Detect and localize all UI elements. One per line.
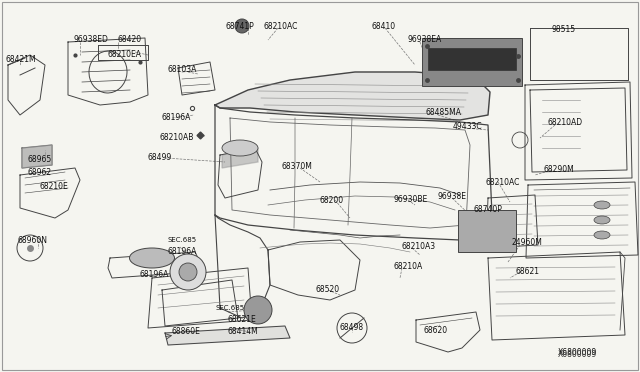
Text: 68741P: 68741P <box>226 22 255 31</box>
Text: 68210E: 68210E <box>40 182 68 191</box>
Text: 68196A: 68196A <box>162 113 191 122</box>
Text: 68200: 68200 <box>320 196 344 205</box>
Text: 68962: 68962 <box>28 168 52 177</box>
Text: 68421M: 68421M <box>6 55 36 64</box>
Ellipse shape <box>222 140 258 156</box>
Text: 96930BE: 96930BE <box>394 195 428 204</box>
Polygon shape <box>22 145 52 168</box>
Text: X6800009: X6800009 <box>558 348 597 357</box>
Text: 68196A: 68196A <box>168 247 197 256</box>
Text: 68520: 68520 <box>316 285 340 294</box>
Text: 98515: 98515 <box>551 25 575 34</box>
Text: 68210A: 68210A <box>394 262 423 271</box>
Text: 68960N: 68960N <box>18 236 48 245</box>
Polygon shape <box>222 148 258 168</box>
Circle shape <box>244 296 272 324</box>
Text: 68210AC: 68210AC <box>263 22 298 31</box>
Text: 68290M: 68290M <box>544 165 575 174</box>
Text: 68965: 68965 <box>28 155 52 164</box>
Text: 68621: 68621 <box>515 267 539 276</box>
Text: 68103A: 68103A <box>168 65 197 74</box>
Text: 68196A: 68196A <box>140 270 170 279</box>
Polygon shape <box>165 326 290 345</box>
Text: 68621E: 68621E <box>228 315 257 324</box>
Text: 68499: 68499 <box>148 153 172 162</box>
Text: 68370M: 68370M <box>282 162 313 171</box>
Text: 68740P: 68740P <box>473 205 502 214</box>
Circle shape <box>179 263 197 281</box>
Text: 96938EA: 96938EA <box>408 35 442 44</box>
Text: 68210AC: 68210AC <box>486 178 520 187</box>
Bar <box>428 48 516 70</box>
Text: SEC.685: SEC.685 <box>168 237 197 243</box>
Bar <box>458 210 516 252</box>
Text: 68410: 68410 <box>372 22 396 31</box>
Text: 68498: 68498 <box>340 323 364 332</box>
Ellipse shape <box>594 201 610 209</box>
Ellipse shape <box>594 231 610 239</box>
Text: 68420: 68420 <box>118 35 142 44</box>
Bar <box>422 38 522 86</box>
Text: X6800009: X6800009 <box>558 350 597 359</box>
Text: 68210A3: 68210A3 <box>402 242 436 251</box>
Text: 68485MA: 68485MA <box>425 108 461 117</box>
Text: 24960M: 24960M <box>512 238 543 247</box>
Text: 68860E: 68860E <box>172 327 201 336</box>
Text: 96938E: 96938E <box>438 192 467 201</box>
Polygon shape <box>215 72 490 120</box>
Ellipse shape <box>594 216 610 224</box>
Text: 96938ED: 96938ED <box>73 35 108 44</box>
Circle shape <box>170 254 206 290</box>
Text: 68620: 68620 <box>424 326 448 335</box>
Text: 68210EA: 68210EA <box>108 50 142 59</box>
Text: SEC.685: SEC.685 <box>215 305 244 311</box>
Text: 68210AD: 68210AD <box>548 118 583 127</box>
Text: 49433C: 49433C <box>453 122 483 131</box>
Circle shape <box>235 19 249 33</box>
Text: 68414M: 68414M <box>228 327 259 336</box>
Ellipse shape <box>129 248 175 268</box>
Text: 68210AB: 68210AB <box>159 133 193 142</box>
